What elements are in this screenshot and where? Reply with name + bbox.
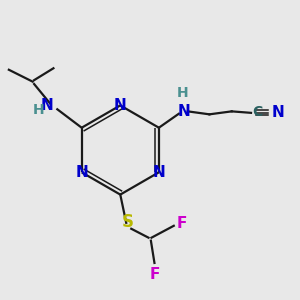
Text: C: C <box>253 105 263 119</box>
Text: N: N <box>41 98 53 113</box>
Text: H: H <box>177 86 188 100</box>
Text: N: N <box>178 104 190 119</box>
Text: N: N <box>114 98 127 113</box>
Text: N: N <box>75 165 88 180</box>
Text: H: H <box>33 103 44 117</box>
Text: F: F <box>176 216 187 231</box>
Text: N: N <box>271 105 284 120</box>
Text: N: N <box>152 165 165 180</box>
Text: F: F <box>149 267 160 282</box>
Text: S: S <box>122 213 134 231</box>
